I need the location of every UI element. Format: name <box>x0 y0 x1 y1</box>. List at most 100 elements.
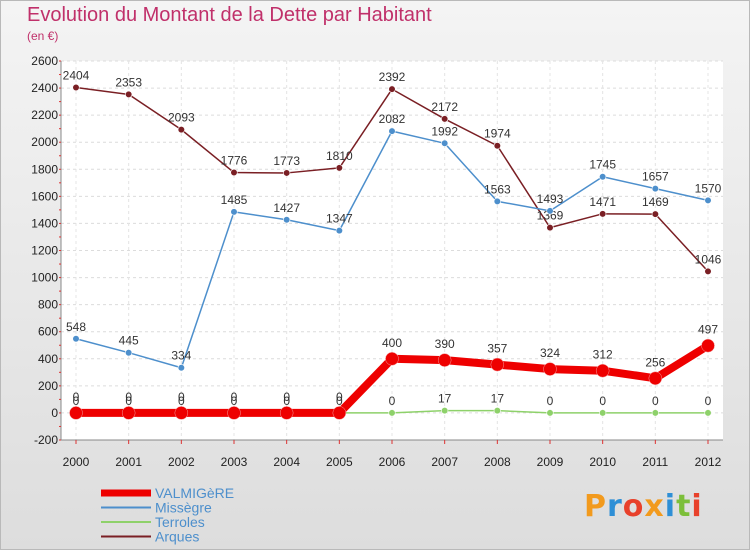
logo-letter: o <box>622 489 645 524</box>
logo-letter: P <box>584 489 607 524</box>
data-point <box>125 349 133 357</box>
y-tick-label: 800 <box>38 298 58 312</box>
data-point <box>441 407 449 415</box>
legend-label: Missègre <box>155 500 212 516</box>
data-label: 0 <box>705 394 712 408</box>
chart-subtitle: (en €) <box>27 29 59 43</box>
x-tick-label: 2006 <box>379 455 406 469</box>
data-label: 2404 <box>63 69 90 83</box>
data-label: 0 <box>336 394 343 408</box>
data-label: 1563 <box>484 182 511 196</box>
data-point <box>599 210 607 218</box>
data-label: 17 <box>438 392 452 406</box>
logo-letter: i <box>691 489 703 524</box>
data-point <box>701 338 715 353</box>
data-point <box>546 224 554 232</box>
legend-label: Terroles <box>155 514 205 530</box>
x-tick-label: 2003 <box>221 455 248 469</box>
data-label: 1469 <box>642 195 669 209</box>
data-point <box>230 168 238 177</box>
x-tick-label: 2009 <box>537 455 564 469</box>
data-point <box>227 406 241 420</box>
y-tick-label: 2400 <box>31 81 58 95</box>
data-point <box>177 364 185 372</box>
y-tick-label: 0 <box>51 406 58 420</box>
data-point <box>651 409 659 417</box>
data-label: 1046 <box>695 252 722 266</box>
data-point <box>283 169 291 177</box>
data-label: 324 <box>540 346 560 360</box>
data-label: 1810 <box>326 149 353 163</box>
data-label: 0 <box>178 394 185 408</box>
data-point <box>335 164 343 172</box>
data-label: 2353 <box>115 75 142 89</box>
data-point <box>174 406 189 420</box>
data-label: 1776 <box>221 154 248 168</box>
data-point <box>388 85 396 93</box>
data-point <box>437 353 452 367</box>
data-point <box>121 406 136 420</box>
data-label: 548 <box>66 320 86 334</box>
data-point <box>543 362 557 376</box>
legend-label: Arques <box>155 529 199 545</box>
y-tick-label: 1000 <box>31 271 58 285</box>
y-tick-label: 2600 <box>31 54 58 68</box>
data-point <box>493 407 501 415</box>
data-label: 0 <box>125 390 132 404</box>
y-tick-label: -200 <box>34 433 58 447</box>
data-point <box>332 406 347 420</box>
y-tick-label: 1200 <box>31 244 58 258</box>
data-label: 0 <box>125 394 132 408</box>
data-label: 2172 <box>431 100 458 114</box>
x-tick-label: 2008 <box>484 455 511 469</box>
data-label: 1485 <box>221 193 248 207</box>
data-point <box>177 126 185 134</box>
data-point <box>704 409 712 417</box>
y-tick-label: 2200 <box>31 108 58 122</box>
y-tick-label: 1600 <box>31 189 58 203</box>
data-point <box>335 227 343 235</box>
y-tick-label: 600 <box>38 325 58 339</box>
data-label: 1493 <box>537 192 564 206</box>
logo-letter: r <box>607 489 623 524</box>
x-tick-label: 2002 <box>168 455 195 469</box>
data-point <box>599 173 607 181</box>
data-label: 0 <box>599 394 606 408</box>
x-tick-label: 2001 <box>115 455 142 469</box>
legend-label: VALMIGèRE <box>155 485 234 501</box>
data-point <box>490 357 505 372</box>
data-label: 1773 <box>273 154 300 168</box>
x-tick-label: 2010 <box>589 455 616 469</box>
data-point <box>648 371 663 386</box>
data-label: 256 <box>645 355 665 369</box>
data-label: 390 <box>435 337 455 351</box>
data-label: 0 <box>389 394 396 408</box>
data-point <box>546 409 554 417</box>
data-point <box>599 409 607 417</box>
data-point <box>279 406 294 420</box>
data-point <box>651 185 659 193</box>
data-label: 1427 <box>273 201 300 215</box>
y-tick-label: 2000 <box>31 135 58 149</box>
y-tick-label: 1400 <box>31 216 58 230</box>
data-label: 1657 <box>642 170 669 184</box>
logo-letter: x <box>644 489 665 524</box>
data-label: 357 <box>487 342 507 356</box>
data-point <box>230 208 238 216</box>
data-label: 0 <box>231 390 238 404</box>
data-label: 0 <box>231 394 238 408</box>
x-tick-label: 2011 <box>642 455 668 469</box>
y-tick-label: 1800 <box>31 162 58 176</box>
data-label: 1992 <box>431 124 458 138</box>
data-point <box>388 127 396 135</box>
data-label: 2082 <box>379 112 406 126</box>
data-label: 17 <box>491 392 505 406</box>
data-label: 2392 <box>379 70 406 84</box>
data-point <box>72 335 80 343</box>
data-label: 0 <box>283 394 290 408</box>
data-label: 0 <box>336 390 343 404</box>
data-label: 0 <box>283 390 290 404</box>
y-tick-label: 400 <box>38 352 58 366</box>
